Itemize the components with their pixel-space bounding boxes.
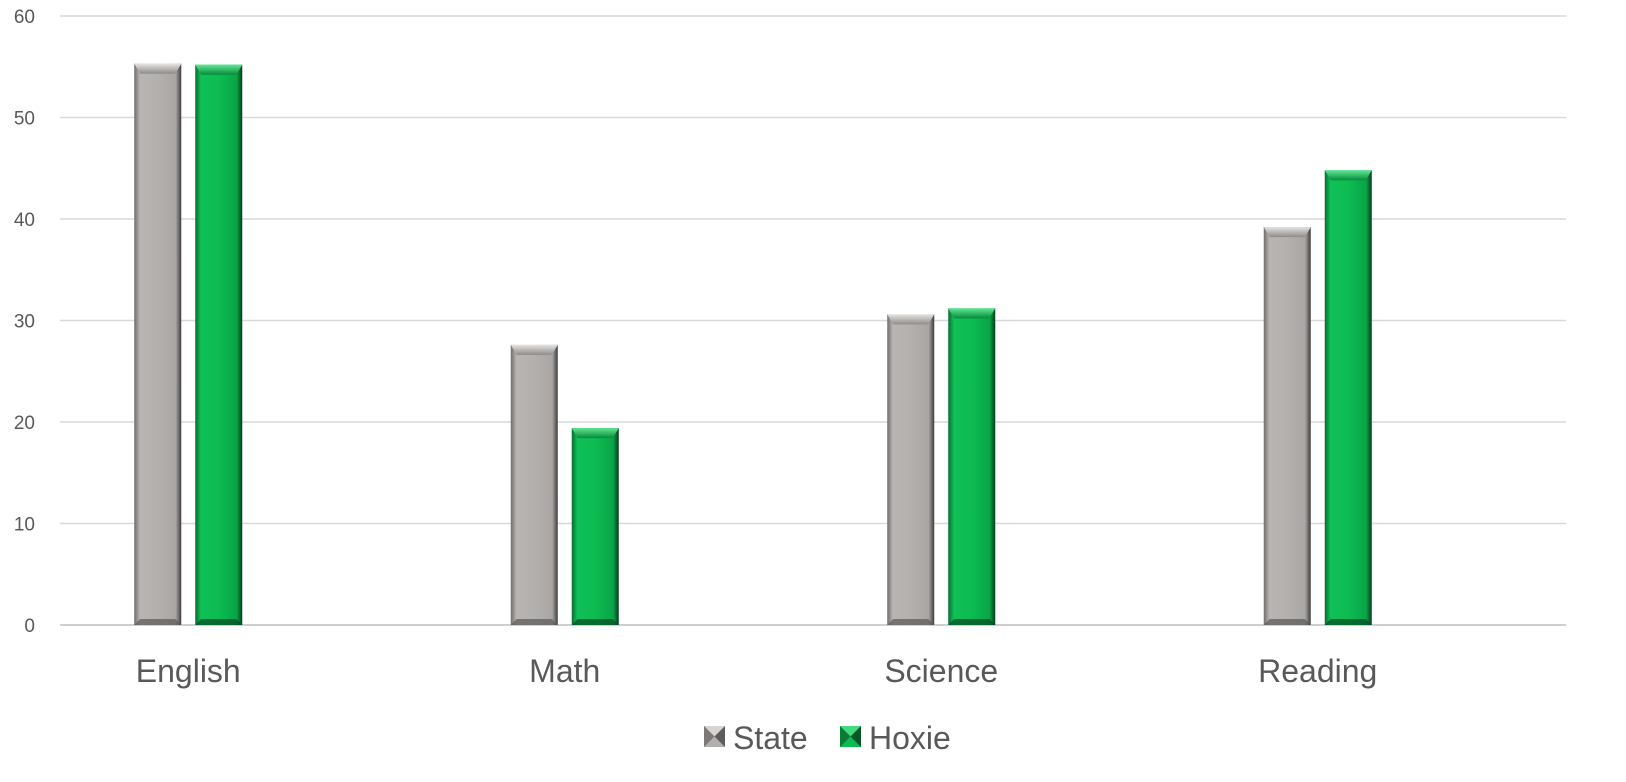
legend-label: State [733,720,808,756]
x-tick-label: Math [529,653,600,689]
y-tick-label: 60 [14,7,35,28]
bar-state-english [134,63,182,625]
bar-state-reading [1263,227,1311,625]
y-tick-label: 30 [14,312,35,333]
x-tick-label: Science [884,653,998,689]
y-tick-label: 40 [14,210,35,231]
bar-hoxie-reading [1324,170,1372,625]
bar-state-science [887,314,935,625]
bar-hoxie-math [571,428,619,625]
legend-item-hoxie: Hoxie [840,720,951,756]
legend-label: Hoxie [869,720,951,756]
x-tick-label: Reading [1258,653,1377,689]
y-tick-label: 50 [14,109,35,130]
y-tick-label: 0 [24,616,35,637]
bar-hoxie-english [195,64,243,626]
y-tick-label: 10 [14,515,35,536]
bar-hoxie-science [948,308,996,625]
y-tick-label: 20 [14,413,35,434]
legend-item-state: State [704,720,808,756]
bar-state-math [510,344,558,625]
x-tick-label: English [136,653,241,689]
